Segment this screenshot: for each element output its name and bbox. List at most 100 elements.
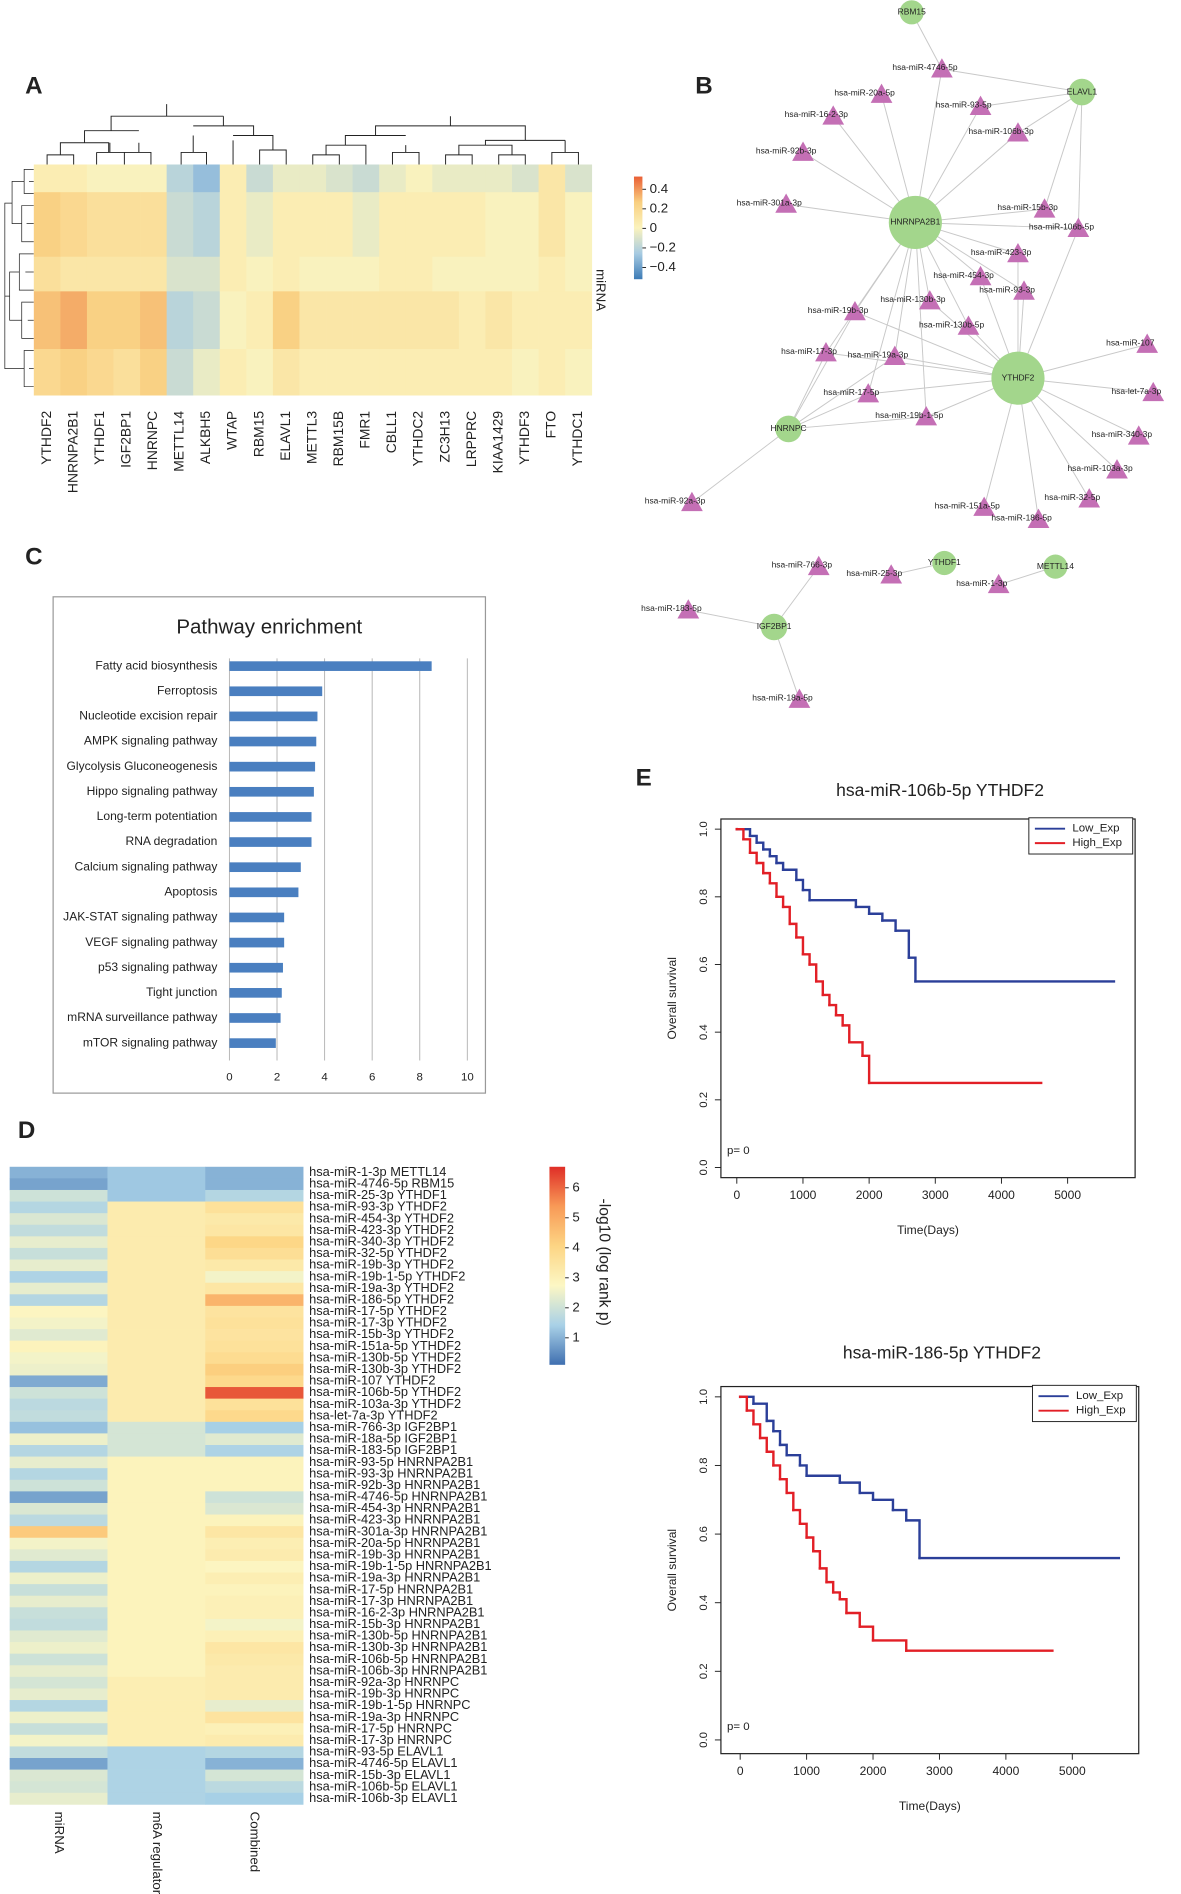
- heatmap-cell: [9, 1676, 108, 1689]
- heatmap-cell: [272, 256, 300, 292]
- gene-label: ELAVL1: [1067, 86, 1098, 96]
- heatmap-cell: [9, 1166, 108, 1179]
- heatmap-cell: [205, 1456, 304, 1469]
- mirna-node: [1027, 508, 1050, 528]
- survival-step: [775, 861, 785, 871]
- heatmap-cell: [107, 1201, 206, 1214]
- mirna-label: hsa-miR-17-5p: [823, 387, 879, 397]
- row-label: hsa-let-7a-3p YTHDF2: [309, 1407, 437, 1422]
- edge: [1017, 228, 1079, 379]
- heatmap-cell: [458, 256, 486, 292]
- x-tick-label: 4: [321, 1071, 328, 1083]
- mirna-node: [915, 406, 938, 426]
- row-label: hsa-miR-186-5p YTHDF2: [309, 1291, 454, 1306]
- row-label: hsa-miR-20a-5p HNRNPA2B1: [309, 1535, 480, 1550]
- row-label: hsa-miR-106b-5p YTHDF2: [309, 1384, 461, 1399]
- row-label: hsa-miR-92b-3p HNRNPA2B1: [309, 1477, 480, 1492]
- survival-step: [735, 827, 745, 841]
- heatmap-cell: [107, 1236, 206, 1249]
- heatmap-cell: [219, 291, 247, 350]
- heatmap-cell: [166, 192, 194, 258]
- heatmap-cell: [405, 164, 433, 193]
- bar: [229, 711, 318, 722]
- mirna-node: [1013, 280, 1035, 300]
- row-label: hsa-miR-19b-1-5p HNRNPC: [309, 1697, 470, 1712]
- heatmap-cell: [9, 1375, 108, 1388]
- heatmap-cell: [9, 1711, 108, 1724]
- x-tick-label: 2000: [856, 1188, 883, 1202]
- column-label: ELAVL1: [277, 411, 293, 461]
- bar: [229, 812, 312, 822]
- heatmap-cell: [205, 1665, 304, 1678]
- bar: [229, 1038, 276, 1048]
- legend-label: High_Exp: [1072, 837, 1122, 849]
- bar: [229, 761, 316, 772]
- heatmap-cell: [9, 1584, 108, 1597]
- column-label: KIAA1429: [489, 411, 505, 474]
- survival-step: [805, 1474, 842, 1484]
- survival-step: [858, 1625, 875, 1642]
- heatmap-cell: [205, 1653, 304, 1666]
- edge: [688, 609, 775, 628]
- x-tick-label: 4000: [988, 1188, 1015, 1202]
- heatmap-cell: [9, 1352, 108, 1365]
- column-label: WTAP: [224, 411, 240, 450]
- colorbar-tick-label: 1: [572, 1329, 579, 1344]
- survival-step: [785, 1491, 795, 1512]
- heatmap-cell: [512, 349, 539, 396]
- heatmap-cell: [60, 192, 88, 258]
- heatmap-cell: [107, 1363, 206, 1376]
- row-label: hsa-miR-16-2-3p HNRNPA2B1: [309, 1604, 484, 1619]
- heatmap-cell: [107, 1595, 206, 1608]
- mirna-node: [1033, 198, 1056, 218]
- heatmap-cell: [107, 1769, 206, 1782]
- mirna-node: [931, 58, 953, 78]
- edge: [788, 311, 856, 430]
- survival-step: [778, 1477, 788, 1495]
- heatmap-cell: [86, 349, 114, 396]
- survival-step: [778, 1443, 788, 1457]
- y-tick-label: p53 signaling pathway: [98, 960, 217, 974]
- heatmap-cell: [9, 1387, 108, 1399]
- row-label: hsa-miR-93-3p HNRNPA2B1: [309, 1465, 473, 1480]
- row-label: hsa-miR-454-3p HNRNPA2B1: [309, 1500, 480, 1515]
- heatmap-cell: [9, 1201, 108, 1214]
- mirna-label: hsa-miR-93-5p: [936, 100, 992, 110]
- heatmap-cell: [205, 1514, 304, 1527]
- heatmap-cell: [107, 1340, 206, 1353]
- heatmap-cell: [107, 1653, 206, 1666]
- heatmap-cell: [205, 1387, 304, 1399]
- heatmap-cell: [107, 1387, 206, 1399]
- heatmap-cell: [9, 1746, 108, 1759]
- heatmap-cell: [107, 1514, 206, 1527]
- heatmap-cell: [33, 256, 61, 292]
- chart-title: hsa-miR-186-5p YTHDF2: [843, 1343, 1041, 1363]
- mirna-label: hsa-miR-103a-3p: [1067, 463, 1132, 473]
- mirna-node: [1106, 459, 1128, 479]
- bar: [229, 686, 323, 697]
- mirna-label: hsa-miR-151a-5p: [935, 500, 1000, 510]
- survival-step: [841, 1024, 851, 1044]
- heatmap-cell: [107, 1224, 206, 1237]
- heatmap-cell: [205, 1294, 304, 1307]
- row-label: hsa-miR-25-3p YTHDF1: [309, 1187, 447, 1202]
- heatmap-cell: [107, 1746, 206, 1759]
- y-tick-label: Fatty acid biosynthesis: [95, 658, 217, 672]
- row-label: hsa-miR-19b-3p YTHDF2: [309, 1257, 454, 1272]
- heatmap-cell: [432, 164, 460, 193]
- heatmap-cell: [9, 1294, 108, 1307]
- heatmap-cell: [205, 1502, 304, 1515]
- x-tick-label: 8: [417, 1071, 423, 1083]
- heatmap-cell: [205, 1676, 304, 1689]
- heatmap-cell: [107, 1271, 206, 1284]
- y-tick-label: 1.0: [698, 1389, 710, 1405]
- heatmap-cell: [205, 1410, 304, 1423]
- survival-step: [814, 980, 825, 997]
- heatmap-cell: [9, 1468, 108, 1481]
- heatmap-cell: [107, 1421, 206, 1434]
- mirna-label: hsa-let-7a-3p: [1111, 386, 1161, 396]
- heatmap-cell: [9, 1213, 108, 1226]
- column-label: IGF2BP1: [117, 411, 133, 468]
- bar: [229, 736, 317, 747]
- heatmap-cell: [193, 349, 221, 396]
